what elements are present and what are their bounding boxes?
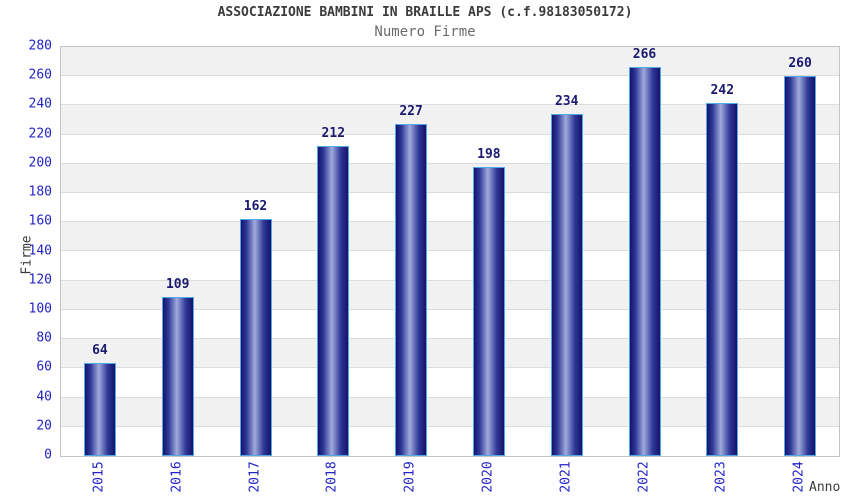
bar-2015	[83, 362, 116, 456]
y-axis-ticks: 0 20 40 60 80 100 120 140 160 180 200 220 240 260 280	[0, 39, 52, 463]
y-tick-label: 80	[36, 330, 52, 346]
x-tick-label: 2018	[324, 461, 340, 493]
y-tick-label: 240	[28, 96, 52, 112]
bar-value-label: 162	[243, 199, 268, 215]
plot-area: 64 109 162 212 227 198 234 266 242 260	[60, 46, 840, 457]
bar-value-label: 260	[788, 56, 812, 72]
y-tick-label: 200	[28, 155, 52, 171]
x-axis-label: Anno	[809, 480, 841, 495]
x-tick-label: 2016	[169, 461, 185, 493]
bar-value-label: 64	[92, 342, 108, 358]
chart-subtitle: Numero Firme	[374, 24, 476, 40]
bar-value-label: 227	[399, 104, 423, 120]
bar-value-label: 198	[477, 146, 501, 162]
bar-2023	[706, 102, 739, 456]
y-tick-label: 280	[28, 38, 52, 54]
x-tick-label: 2017	[247, 461, 262, 493]
y-tick-label: 100	[28, 301, 52, 317]
grid-band	[61, 76, 839, 106]
y-tick-label: 260	[28, 67, 52, 83]
y-tick-label: 0	[44, 447, 52, 463]
bar-2020	[472, 166, 505, 456]
bar-2019	[395, 124, 428, 456]
bar-value-label: 109	[165, 276, 190, 292]
y-tick-label: 180	[28, 184, 52, 200]
x-tick-label: 2021	[558, 461, 574, 493]
grid-band	[61, 47, 839, 77]
bar-2018	[317, 146, 350, 456]
x-tick-label: 2023	[713, 461, 729, 493]
y-tick-label: 60	[36, 359, 52, 375]
bar-value-label: 234	[554, 94, 579, 110]
bar-2017	[239, 219, 272, 456]
x-tick-label: 2024	[791, 461, 807, 493]
y-tick-label: 160	[28, 213, 52, 229]
x-axis-ticks: 2015 2016 2017 2018 2019 2020 2021 2022 2023 2024	[60, 455, 838, 500]
x-tick-label: 2015	[91, 461, 107, 493]
bar-2016	[161, 296, 194, 456]
y-tick-label: 140	[28, 243, 52, 258]
bar-value-label: 242	[710, 82, 735, 98]
bar-value-label: 212	[321, 126, 346, 142]
bar-value-label: 266	[632, 47, 657, 63]
y-tick-label: 120	[28, 272, 52, 288]
bar-2024	[784, 76, 817, 456]
bar-2021	[550, 114, 583, 456]
chart-title: ASSOCIAZIONE BAMBINI IN BRAILLE APS (c.f…	[217, 5, 633, 20]
x-tick-label: 2020	[480, 461, 496, 493]
bar-2022	[628, 67, 661, 456]
y-tick-label: 40	[36, 389, 52, 405]
y-tick-label: 20	[36, 418, 52, 434]
x-tick-label: 2022	[636, 461, 651, 493]
y-tick-label: 220	[28, 126, 52, 142]
x-tick-label: 2019	[402, 461, 418, 493]
